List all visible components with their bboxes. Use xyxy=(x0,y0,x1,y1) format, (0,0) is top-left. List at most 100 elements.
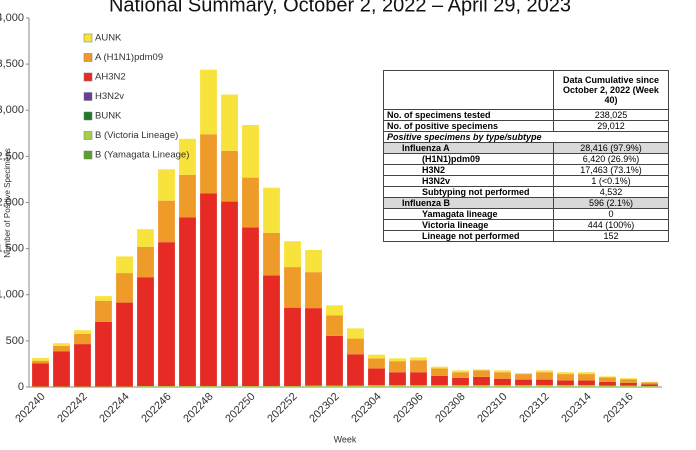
bar-segment xyxy=(620,378,637,380)
legend-label: B (Victoria Lineage) xyxy=(95,130,178,141)
table-header: Data Cumulative since October 2, 2022 (W… xyxy=(553,70,669,110)
row-label: Influenza B xyxy=(383,197,554,209)
bar-segment xyxy=(431,385,448,387)
bar-segment xyxy=(116,256,133,274)
bar-segment xyxy=(641,386,658,387)
y-tick-label: 500 xyxy=(6,335,24,347)
bar-segment xyxy=(137,386,154,387)
bar-segment xyxy=(95,321,112,387)
row-value: 6,420 (26.9%) xyxy=(553,153,669,165)
bar-segment xyxy=(263,232,280,276)
bar-segment xyxy=(221,386,238,387)
x-tick-label: 202250 xyxy=(223,391,257,425)
legend-swatch xyxy=(83,53,93,62)
bar-segment xyxy=(74,344,91,387)
y-tick-label: 3,500 xyxy=(0,58,24,70)
bar-segment xyxy=(578,385,595,387)
bar-segment xyxy=(347,354,364,386)
bar-segment xyxy=(179,174,196,218)
bar-segment xyxy=(494,372,511,379)
bar-segment xyxy=(32,360,49,364)
bar-segment xyxy=(389,385,406,387)
row-label: No. of specimens tested xyxy=(383,109,554,121)
chart-title: National Summary, October 2, 2022 – Apri… xyxy=(109,0,571,16)
bar-segment xyxy=(368,368,385,386)
bar-segment xyxy=(74,330,91,334)
bar-segment xyxy=(116,273,133,303)
bar-segment xyxy=(221,201,238,387)
row-value: 238,025 xyxy=(553,109,669,121)
y-tick-label: 3,000 xyxy=(0,104,24,116)
bar-segment xyxy=(557,380,574,386)
x-tick-label: 202304 xyxy=(349,391,383,425)
y-tick-label: 1,500 xyxy=(0,243,24,255)
y-tick-label: 4,000 xyxy=(0,12,24,24)
legend-label: AUNK xyxy=(95,33,122,44)
bar-segment xyxy=(473,370,490,377)
bar-segment xyxy=(305,272,322,309)
legend-label: BUNK xyxy=(95,111,122,122)
row-value: 28,416 (97.9%) xyxy=(553,142,669,154)
bar-segment xyxy=(32,357,49,361)
row-label: (H1N1)pdm09 xyxy=(383,153,554,165)
row-label: Victoria lineage xyxy=(383,219,554,231)
bar-segment xyxy=(137,246,154,278)
bar-segment xyxy=(620,382,637,386)
bar-segment xyxy=(536,385,553,387)
row-label: H3N2v xyxy=(383,175,554,187)
bar-segment xyxy=(410,357,427,361)
x-tick-label: 202302 xyxy=(307,391,341,425)
bar-segment xyxy=(599,385,616,387)
legend-label: AH3N2 xyxy=(95,72,126,83)
x-tick-label: 202306 xyxy=(391,391,425,425)
x-tick-label: 202316 xyxy=(601,391,635,425)
legend-swatch xyxy=(83,111,93,121)
row-label: Yamagata lineage xyxy=(383,208,554,220)
row-value: 17,463 (73.1%) xyxy=(553,164,669,176)
bar-segment xyxy=(242,125,259,178)
bar-segment xyxy=(347,338,364,355)
row-label: No. of positive specimens xyxy=(383,120,554,132)
bar-segment xyxy=(557,374,574,381)
bar-segment xyxy=(347,328,364,339)
x-tick-label: 202242 xyxy=(55,391,89,425)
y-tick-label: 0 xyxy=(18,381,24,393)
bar-segment xyxy=(431,375,448,386)
bar-segment xyxy=(326,385,343,387)
legend-label: A (H1N1)pdm09 xyxy=(95,52,163,63)
bar-segment xyxy=(557,372,574,375)
bar-segment xyxy=(242,386,259,387)
row-value: 4,532 xyxy=(553,186,669,198)
bar-segment xyxy=(284,307,301,387)
bar-segment xyxy=(179,217,196,387)
x-tick-label: 202308 xyxy=(433,391,467,425)
bar-segment xyxy=(179,138,196,175)
bar-segment xyxy=(200,69,217,135)
bar-segment xyxy=(326,335,343,386)
bar-segment xyxy=(599,377,616,382)
bar-segment xyxy=(158,169,175,201)
bar-segment xyxy=(620,379,637,383)
bar-segment xyxy=(32,363,49,387)
bar-segment xyxy=(452,370,469,373)
x-tick-label: 202252 xyxy=(265,391,299,425)
bar-segment xyxy=(305,385,322,387)
row-label: H3N2 xyxy=(383,164,554,176)
bar-segment xyxy=(263,187,280,233)
bar-segment xyxy=(473,385,490,387)
bar-segment xyxy=(326,315,343,336)
bar-segment xyxy=(515,379,532,386)
bar-segment xyxy=(326,305,343,316)
bar-segment xyxy=(599,381,616,386)
bar-segment xyxy=(200,386,217,387)
legend-swatch xyxy=(83,92,93,101)
bar-segment xyxy=(536,379,553,386)
x-axis-label: Week xyxy=(334,434,357,444)
bar-segment xyxy=(515,374,532,380)
bar-segment xyxy=(410,385,427,387)
bar-segment xyxy=(494,385,511,387)
x-tick-label: 202310 xyxy=(475,391,509,425)
legend-swatch xyxy=(83,72,93,82)
bar-segment xyxy=(221,94,238,151)
